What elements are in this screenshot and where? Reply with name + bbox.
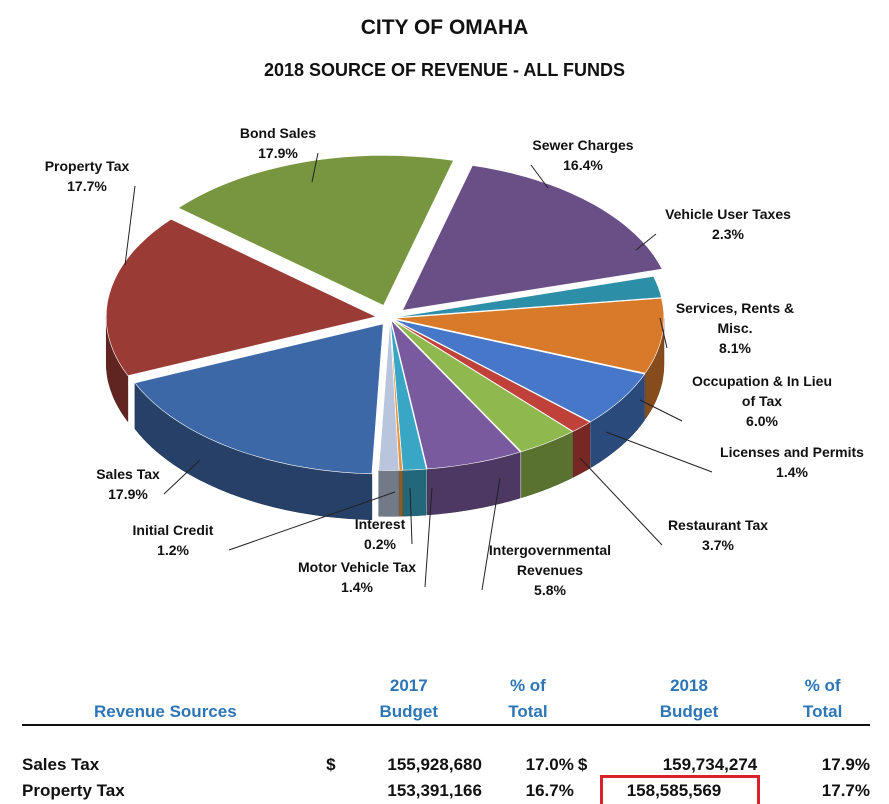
header-budget-2017: Budget [379, 702, 439, 721]
slice-label: Interest 0.2% [355, 516, 406, 552]
row-currency: $ [326, 755, 336, 774]
header-total-2017: Total [508, 702, 548, 721]
pie-slice-side [398, 469, 403, 517]
row-source: Sales Tax [22, 755, 100, 774]
row-pct-2017: 17.0% [525, 755, 574, 774]
leader-line [530, 164, 549, 189]
pie-slice-services-rents-misc- [393, 297, 665, 374]
leader-line [659, 317, 668, 349]
leader-line [424, 487, 433, 588]
pie-slice-intergovernmental-revenues [390, 319, 521, 470]
pie-slice-side [572, 421, 591, 478]
table-header-row-bottom: Revenue Sources Budget Total Budget Tota… [22, 698, 870, 725]
slice-label: Occupation & In Lieu of Tax 6.0% [692, 373, 832, 429]
highlighted-value-box: 158,585,569 [599, 775, 761, 804]
revenue-table: 2017 % of 2018 % of Revenue Sources Budg… [22, 672, 870, 804]
pie-slice-property-tax [105, 218, 378, 377]
leader-line [635, 233, 657, 251]
header-2018: 2018 [670, 676, 708, 695]
pie-slice-licenses-and-permits [392, 319, 591, 432]
row-pct-2018: 17.7% [821, 781, 870, 800]
slice-label: Licenses and Permits 1.4% [720, 444, 864, 480]
header-pct-2017: % of [509, 676, 546, 695]
slice-label: Sewer Charges 16.4% [532, 137, 633, 173]
slice-label: Restaurant Tax 3.7% [668, 517, 768, 553]
pie-slice-vehicle-user-taxes [393, 275, 662, 318]
leader-line [311, 152, 319, 183]
pie-slice-restaurant-tax [392, 319, 574, 453]
row-currency [574, 778, 603, 804]
leader-line [605, 431, 713, 473]
header-pct-2018: % of [804, 676, 841, 695]
chart-subtitle: 2018 SOURCE OF REVENUE - ALL FUNDS [263, 60, 626, 80]
slice-label: Services, Rents & Misc. 8.1% [676, 300, 794, 356]
leader-line [481, 477, 501, 591]
row-pct-2017: 16.7% [525, 781, 574, 800]
pie-slice-initial-credit [378, 320, 400, 471]
slice-label: Bond Sales 17.9% [240, 125, 316, 161]
leader-line [409, 487, 413, 545]
leader-line [124, 185, 136, 266]
leader-line [228, 491, 396, 551]
pie-slice-sewer-charges [402, 165, 663, 311]
leader-line [579, 457, 663, 546]
row-budget-2017: 155,928,680 [387, 755, 482, 774]
pie-slice-sales-tax [134, 323, 384, 475]
header-budget-2018: Budget [659, 702, 719, 721]
pie-slice-side [378, 470, 400, 517]
slice-label: Sales Tax 17.9% [96, 466, 160, 502]
chart-title: CITY OF OMAHA [360, 16, 529, 39]
slice-label: Motor Vehicle Tax 1.4% [298, 559, 416, 595]
row-currency: $ [577, 755, 588, 774]
leader-line [639, 399, 683, 422]
pie-slice-bond-sales [177, 155, 454, 306]
table-header-row-top: 2017 % of 2018 % of [22, 672, 870, 698]
row-currency [298, 778, 336, 804]
row-pct-2018: 17.9% [821, 755, 870, 774]
row-budget-2017: 153,391,166 [387, 781, 482, 800]
slice-label: Property Tax 17.7% [45, 158, 130, 194]
slice-label: Intergovernmental Revenues 5.8% [489, 542, 611, 598]
header-total-2018: Total [802, 702, 843, 721]
slice-label: Initial Credit 1.2% [133, 522, 214, 558]
slice-label: Vehicle User Taxes 2.3% [665, 206, 791, 242]
pie-slice-side [402, 468, 427, 517]
pie-chart: Sewer Charges 16.4% Vehicle User Taxes 2.3%… [45, 125, 864, 598]
leader-line [163, 459, 201, 495]
row-source: Property Tax [22, 781, 125, 800]
header-2017: 2017 [389, 676, 428, 695]
row-budget-2018: 159,734,274 [662, 755, 758, 774]
pie-slice-occupation-in-lieu-of-tax [393, 319, 646, 423]
table-row: Sales Tax $ 155,928,680 17.0% $ 159,734,… [22, 752, 870, 778]
header-revenue-sources: Revenue Sources [94, 702, 237, 721]
table-row: Property Tax 153,391,166 16.7% 158,585,5… [22, 775, 870, 804]
